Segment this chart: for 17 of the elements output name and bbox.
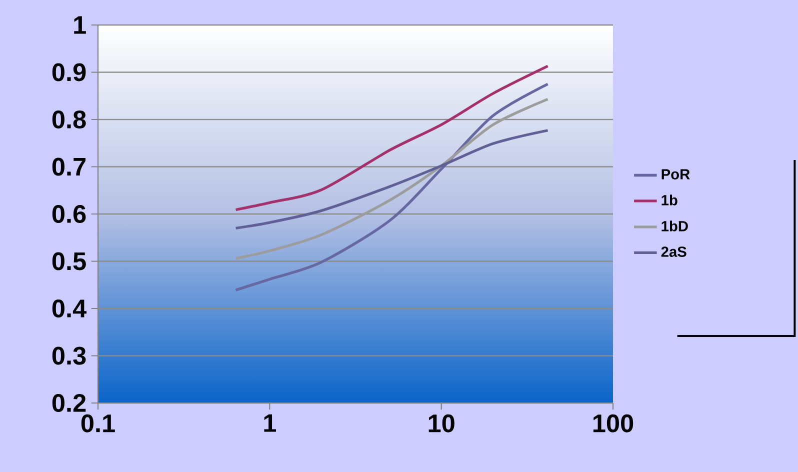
- y-tick-label: 0.3: [52, 346, 86, 365]
- legend-label: 2aS: [661, 246, 686, 257]
- legend-label: 1bD: [662, 220, 688, 232]
- x-tick-label: 10: [428, 414, 454, 432]
- y-tick-label: 0.6: [52, 205, 86, 223]
- y-tick-label: 0.7: [52, 158, 86, 176]
- x-tick-label: 100: [593, 414, 634, 432]
- y-tick-label: 0.9: [52, 63, 86, 82]
- x-tick-label: 1: [264, 414, 276, 432]
- y-tick-label: 1: [74, 16, 86, 34]
- legend-label: PoR: [662, 169, 690, 180]
- y-tick-label: 0.4: [52, 300, 86, 318]
- y-tick-label: 0.8: [52, 110, 86, 128]
- legend-label: 1b: [662, 194, 678, 206]
- x-tick-label: 0.1: [81, 414, 115, 432]
- y-tick-label: 0.5: [52, 252, 86, 270]
- y-tick-label: 0.2: [52, 394, 86, 412]
